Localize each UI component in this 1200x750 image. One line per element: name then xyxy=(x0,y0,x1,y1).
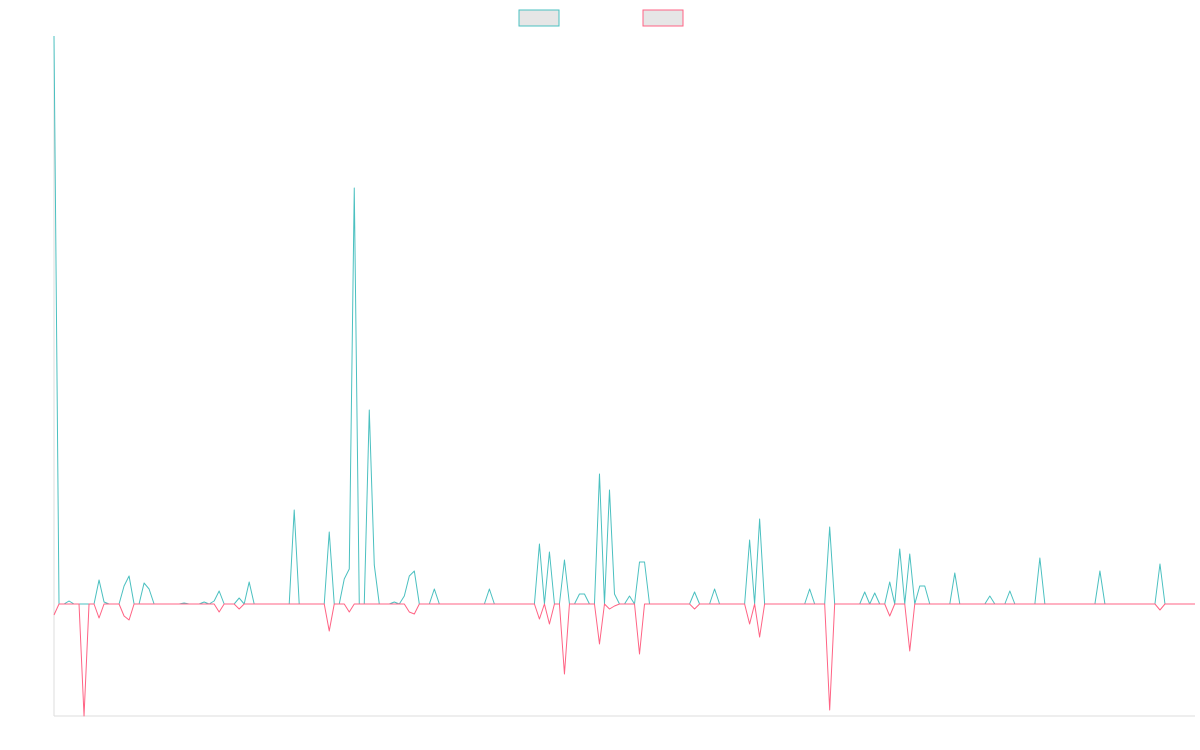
data-line xyxy=(53,35,1195,605)
legend-swatch xyxy=(642,9,684,27)
data-line xyxy=(53,603,1195,717)
legend-swatch xyxy=(518,9,560,27)
